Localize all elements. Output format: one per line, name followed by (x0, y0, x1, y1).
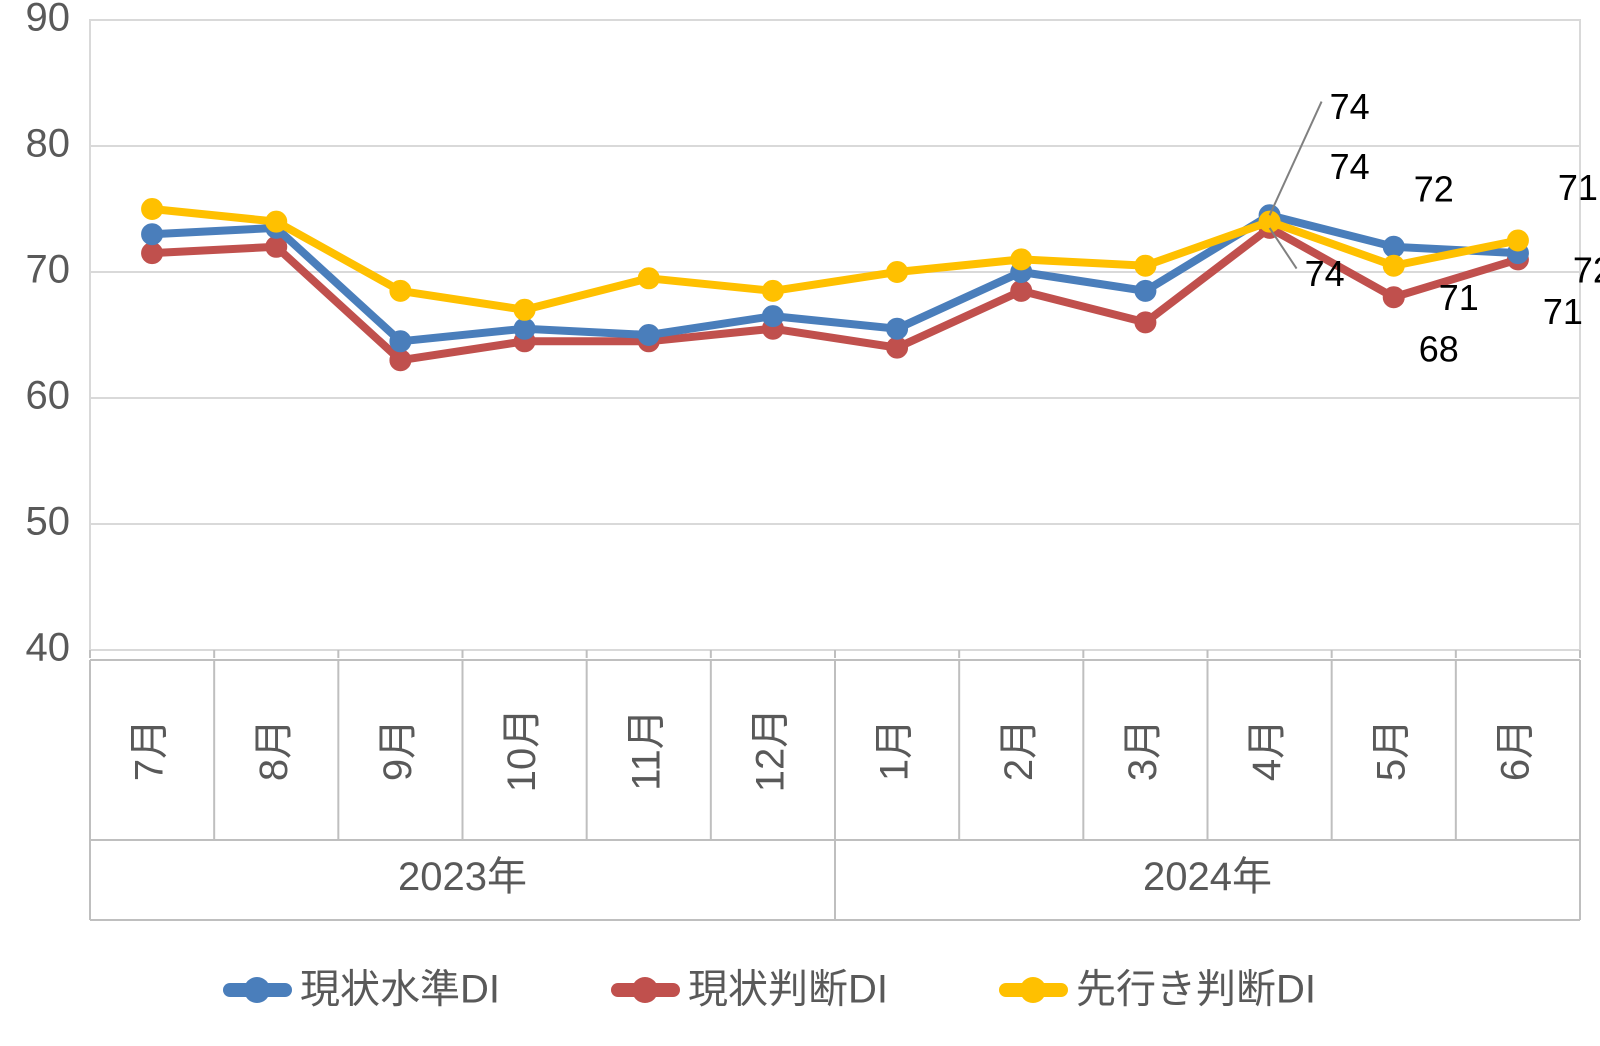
chart-svg: 40 50 60 70 80 90 7月 8月 9月 10月 11月 12月 1月 2月 3月 4月 5月 6月 2… (0, 0, 1600, 1046)
series-marker (1135, 281, 1155, 301)
xtick-label: 10月 (500, 708, 544, 793)
year-label: 2024年 (1143, 855, 1272, 899)
data-label: 74 (1330, 86, 1370, 127)
series-marker (887, 262, 907, 282)
series-marker (515, 319, 535, 339)
xtick-label: 2月 (997, 719, 1041, 781)
xtick-label: 9月 (376, 719, 420, 781)
legend-label: 現状判断DI (688, 968, 888, 1012)
xtick-label: 5月 (1369, 719, 1413, 781)
legend-label: 先行き判断DI (1076, 968, 1316, 1012)
series-marker (142, 199, 162, 219)
series-marker (1508, 231, 1528, 251)
legend-label: 現状水準DI (300, 968, 500, 1012)
series-marker (639, 268, 659, 288)
series-marker (1384, 256, 1404, 276)
series-marker (142, 243, 162, 263)
series-marker (1011, 249, 1031, 269)
xtick-label: 7月 (128, 719, 172, 781)
series-marker (390, 331, 410, 351)
series-marker (1135, 312, 1155, 332)
series-marker (887, 319, 907, 339)
series-marker (1384, 237, 1404, 257)
data-label: 74 (1305, 253, 1345, 294)
series-marker (887, 338, 907, 358)
ytick-label: 80 (26, 122, 71, 166)
ytick-label: 50 (26, 500, 71, 544)
data-label: 71 (1543, 291, 1583, 332)
series-marker (1135, 256, 1155, 276)
series-marker (390, 281, 410, 301)
series-marker (763, 281, 783, 301)
xtick-label: 6月 (1493, 719, 1537, 781)
xtick-label: 11月 (624, 709, 668, 791)
ytick-label: 40 (26, 626, 71, 670)
series-marker (266, 212, 286, 232)
xtick-label: 3月 (1121, 719, 1165, 781)
data-label: 71 (1558, 167, 1598, 208)
data-label: 68 (1419, 329, 1459, 370)
di-line-chart: 40 50 60 70 80 90 7月 8月 9月 10月 11月 12月 1月 2月 3月 4月 5月 6月 2… (0, 0, 1600, 1046)
year-label: 2023年 (398, 855, 527, 899)
series-marker (763, 306, 783, 326)
data-label: 72 (1573, 250, 1600, 291)
xtick-label: 8月 (252, 719, 296, 781)
ytick-label: 70 (26, 248, 71, 292)
series-marker (515, 300, 535, 320)
xtick-label: 12月 (748, 708, 792, 793)
data-label: 72 (1414, 168, 1454, 209)
ytick-label: 90 (26, 0, 71, 40)
ytick-label: 60 (26, 374, 71, 418)
data-label: 74 (1330, 146, 1370, 187)
series-marker (1011, 281, 1031, 301)
xtick-label: 1月 (873, 719, 917, 781)
series-marker (266, 237, 286, 257)
series-marker (1384, 287, 1404, 307)
xtick-label: 4月 (1245, 719, 1289, 781)
series-marker (142, 224, 162, 244)
series-marker (390, 350, 410, 370)
data-label: 71 (1439, 277, 1479, 318)
series-marker (639, 325, 659, 345)
